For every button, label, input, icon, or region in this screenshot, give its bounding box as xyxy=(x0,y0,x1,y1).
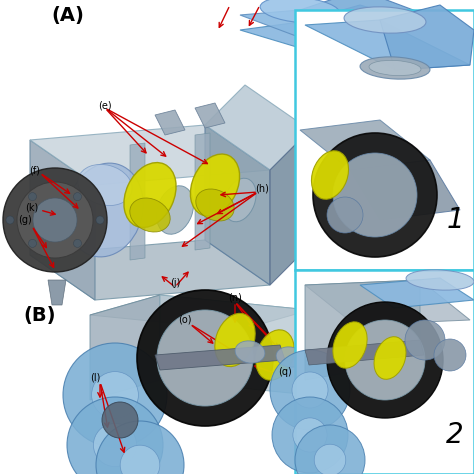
Polygon shape xyxy=(30,140,95,300)
Polygon shape xyxy=(295,10,474,270)
Polygon shape xyxy=(300,0,440,40)
Circle shape xyxy=(33,198,77,242)
Text: (g): (g) xyxy=(18,215,32,225)
Text: (n): (n) xyxy=(228,293,242,303)
Ellipse shape xyxy=(369,60,421,76)
Polygon shape xyxy=(270,130,310,285)
Circle shape xyxy=(28,239,36,247)
Ellipse shape xyxy=(406,270,474,290)
Circle shape xyxy=(120,445,160,474)
Polygon shape xyxy=(195,133,210,250)
Text: (o): (o) xyxy=(178,315,192,325)
Text: (e): (e) xyxy=(98,100,112,110)
Ellipse shape xyxy=(196,189,234,221)
Circle shape xyxy=(327,197,363,233)
Text: (h): (h) xyxy=(255,183,269,193)
Text: (k): (k) xyxy=(26,202,38,212)
Ellipse shape xyxy=(67,163,143,257)
Circle shape xyxy=(314,444,346,474)
Polygon shape xyxy=(155,110,185,135)
Polygon shape xyxy=(195,103,225,128)
Polygon shape xyxy=(305,340,424,365)
Text: 2: 2 xyxy=(446,421,464,449)
Polygon shape xyxy=(350,160,460,220)
Polygon shape xyxy=(90,295,160,400)
Text: (A): (A) xyxy=(52,6,84,25)
Polygon shape xyxy=(300,5,470,55)
Ellipse shape xyxy=(130,198,170,232)
Circle shape xyxy=(295,425,365,474)
Ellipse shape xyxy=(344,7,426,33)
Circle shape xyxy=(73,239,82,247)
Polygon shape xyxy=(205,125,270,285)
Circle shape xyxy=(93,423,137,466)
Text: (j): (j) xyxy=(170,278,180,288)
Text: 1: 1 xyxy=(446,206,464,234)
Ellipse shape xyxy=(124,163,176,228)
Polygon shape xyxy=(305,280,420,380)
Text: (q): (q) xyxy=(278,367,292,377)
Polygon shape xyxy=(90,295,310,330)
Circle shape xyxy=(67,397,163,474)
Ellipse shape xyxy=(191,154,239,216)
Ellipse shape xyxy=(311,151,348,199)
Ellipse shape xyxy=(374,337,406,379)
Circle shape xyxy=(272,397,348,473)
Ellipse shape xyxy=(308,353,332,371)
Circle shape xyxy=(434,339,466,371)
Circle shape xyxy=(28,192,36,201)
Circle shape xyxy=(293,418,327,452)
Polygon shape xyxy=(305,280,470,325)
Polygon shape xyxy=(295,270,474,474)
Circle shape xyxy=(6,216,14,224)
Ellipse shape xyxy=(235,341,265,363)
Polygon shape xyxy=(240,10,380,45)
Circle shape xyxy=(292,372,328,408)
Ellipse shape xyxy=(333,322,367,368)
Polygon shape xyxy=(205,85,310,170)
Circle shape xyxy=(270,350,350,430)
Circle shape xyxy=(157,310,253,406)
Polygon shape xyxy=(30,240,270,300)
Polygon shape xyxy=(30,125,270,185)
Circle shape xyxy=(17,182,93,258)
Circle shape xyxy=(3,168,107,272)
Polygon shape xyxy=(48,280,66,305)
Ellipse shape xyxy=(256,330,294,380)
Circle shape xyxy=(63,343,167,447)
Circle shape xyxy=(405,320,445,360)
Text: (l): (l) xyxy=(90,373,100,383)
Polygon shape xyxy=(130,143,145,260)
Circle shape xyxy=(137,290,273,426)
Text: (f): (f) xyxy=(29,165,40,175)
Circle shape xyxy=(345,320,425,400)
Circle shape xyxy=(73,192,82,201)
Polygon shape xyxy=(380,5,474,70)
Circle shape xyxy=(333,153,417,237)
Ellipse shape xyxy=(260,0,340,23)
Polygon shape xyxy=(300,120,430,170)
Circle shape xyxy=(91,372,138,419)
Circle shape xyxy=(96,421,184,474)
Polygon shape xyxy=(240,22,410,63)
Circle shape xyxy=(313,133,437,257)
Ellipse shape xyxy=(276,347,304,367)
Text: (B): (B) xyxy=(24,306,56,325)
Polygon shape xyxy=(155,345,285,370)
Ellipse shape xyxy=(224,178,256,222)
Polygon shape xyxy=(305,20,470,70)
Polygon shape xyxy=(360,278,474,308)
Ellipse shape xyxy=(215,313,255,367)
Ellipse shape xyxy=(360,57,430,79)
Polygon shape xyxy=(160,295,310,395)
Circle shape xyxy=(96,216,104,224)
Circle shape xyxy=(102,402,138,438)
Ellipse shape xyxy=(78,164,132,206)
Ellipse shape xyxy=(156,186,193,234)
Circle shape xyxy=(327,302,443,418)
